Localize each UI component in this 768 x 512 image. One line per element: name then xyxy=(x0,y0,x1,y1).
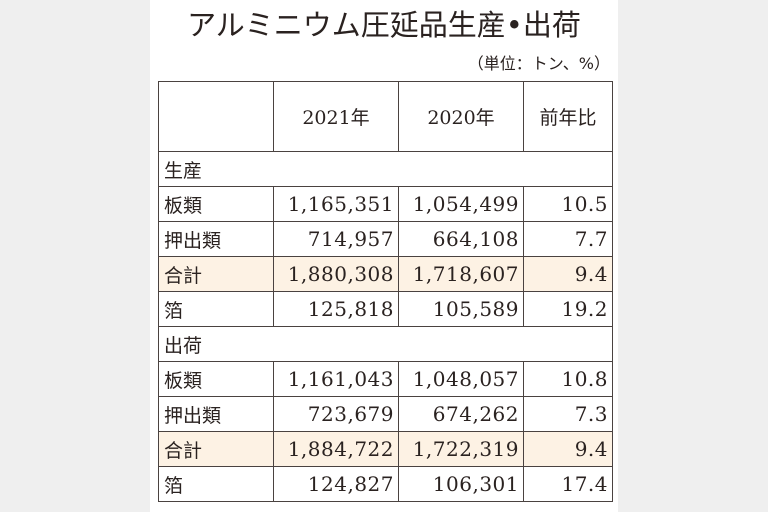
value-2021: 1,884,722 xyxy=(273,431,399,467)
value-2020: 1,722,319 xyxy=(398,431,524,467)
value-yoy: 7.3 xyxy=(523,396,613,432)
table-row: 箔 124,827 106,301 17.4 xyxy=(158,466,613,502)
value-yoy: 10.8 xyxy=(523,361,613,397)
value-2021: 1,880,308 xyxy=(273,256,399,292)
table-row: 合計 1,880,308 1,718,607 9.4 xyxy=(158,256,613,292)
value-2021: 124,827 xyxy=(273,466,399,502)
production-shipment-table: 2021年 2020年 前年比 生産 板類 1,165,351 1,054,499 10… xyxy=(158,81,613,502)
header-2021: 2021年 xyxy=(273,81,399,152)
section-label: 出荷 xyxy=(158,326,613,362)
value-2021: 1,161,043 xyxy=(273,361,399,397)
unit-note: （単位：トン、%） xyxy=(467,54,610,73)
table-row: 板類 1,165,351 1,054,499 10.5 xyxy=(158,186,613,222)
row-label: 板類 xyxy=(158,361,274,397)
row-label: 合計 xyxy=(158,256,274,292)
value-2020: 105,589 xyxy=(398,291,524,327)
value-2021: 1,165,351 xyxy=(273,186,399,222)
value-yoy: 17.4 xyxy=(523,466,613,502)
value-yoy: 10.5 xyxy=(523,186,613,222)
figure-panel: アルミニウム圧延品生産•出荷 （単位：トン、%） 2021年 2020年 前年比… xyxy=(150,0,618,512)
table-row: 押出類 714,957 664,108 7.7 xyxy=(158,221,613,257)
value-2021: 723,679 xyxy=(273,396,399,432)
table-row: 板類 1,161,043 1,048,057 10.8 xyxy=(158,361,613,397)
row-label: 合計 xyxy=(158,431,274,467)
value-yoy: 9.4 xyxy=(523,431,613,467)
section-header-row: 出荷 xyxy=(158,326,613,362)
value-2021: 125,818 xyxy=(273,291,399,327)
row-label: 押出類 xyxy=(158,221,274,257)
header-blank xyxy=(158,81,274,152)
value-2020: 1,048,057 xyxy=(398,361,524,397)
section-header-row: 生産 xyxy=(158,151,613,187)
header-2020: 2020年 xyxy=(398,81,524,152)
value-2020: 106,301 xyxy=(398,466,524,502)
table-row: 合計 1,884,722 1,722,319 9.4 xyxy=(158,431,613,467)
value-yoy: 19.2 xyxy=(523,291,613,327)
header-row: 2021年 2020年 前年比 xyxy=(158,81,613,152)
header-yoy: 前年比 xyxy=(523,81,613,152)
value-yoy: 7.7 xyxy=(523,221,613,257)
row-label: 押出類 xyxy=(158,396,274,432)
value-2021: 714,957 xyxy=(273,221,399,257)
value-2020: 664,108 xyxy=(398,221,524,257)
table-row: 箔 125,818 105,589 19.2 xyxy=(158,291,613,327)
row-label: 箔 xyxy=(158,466,274,502)
value-2020: 674,262 xyxy=(398,396,524,432)
row-label: 板類 xyxy=(158,186,274,222)
table-row: 押出類 723,679 674,262 7.3 xyxy=(158,396,613,432)
table-title: アルミニウム圧延品生産•出荷 xyxy=(187,8,581,42)
value-2020: 1,054,499 xyxy=(398,186,524,222)
value-2020: 1,718,607 xyxy=(398,256,524,292)
section-label: 生産 xyxy=(158,151,613,187)
row-label: 箔 xyxy=(158,291,274,327)
value-yoy: 9.4 xyxy=(523,256,613,292)
